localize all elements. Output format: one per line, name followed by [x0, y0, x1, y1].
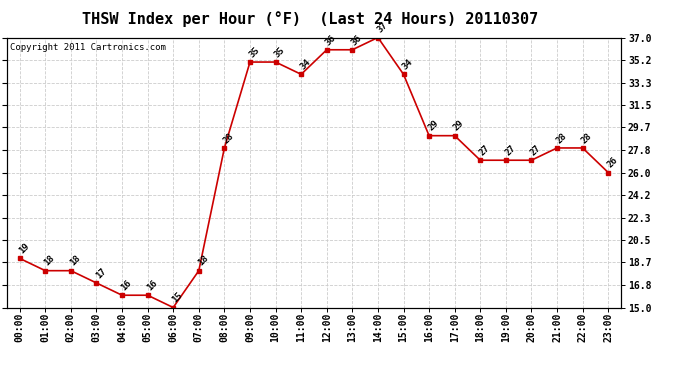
Text: 16: 16: [145, 279, 159, 292]
Text: 26: 26: [605, 156, 620, 170]
Text: 37: 37: [375, 21, 389, 35]
Text: 29: 29: [426, 119, 440, 133]
Text: 19: 19: [17, 242, 31, 256]
Text: 28: 28: [554, 131, 569, 145]
Text: 28: 28: [221, 131, 235, 145]
Text: 17: 17: [94, 266, 108, 280]
Text: THSW Index per Hour (°F)  (Last 24 Hours) 20110307: THSW Index per Hour (°F) (Last 24 Hours)…: [82, 11, 539, 27]
Text: 27: 27: [503, 144, 517, 158]
Text: 18: 18: [196, 254, 210, 268]
Text: 27: 27: [477, 144, 491, 158]
Text: 27: 27: [529, 144, 542, 158]
Text: 16: 16: [119, 279, 133, 292]
Text: 29: 29: [452, 119, 466, 133]
Text: 34: 34: [298, 58, 313, 72]
Text: 34: 34: [401, 58, 415, 72]
Text: 35: 35: [247, 45, 262, 59]
Text: Copyright 2011 Cartronics.com: Copyright 2011 Cartronics.com: [10, 43, 166, 52]
Text: 36: 36: [324, 33, 338, 47]
Text: 36: 36: [350, 33, 364, 47]
Text: 35: 35: [273, 45, 287, 59]
Text: 28: 28: [580, 131, 594, 145]
Text: 15: 15: [170, 291, 184, 305]
Text: 18: 18: [43, 254, 57, 268]
Text: 18: 18: [68, 254, 82, 268]
